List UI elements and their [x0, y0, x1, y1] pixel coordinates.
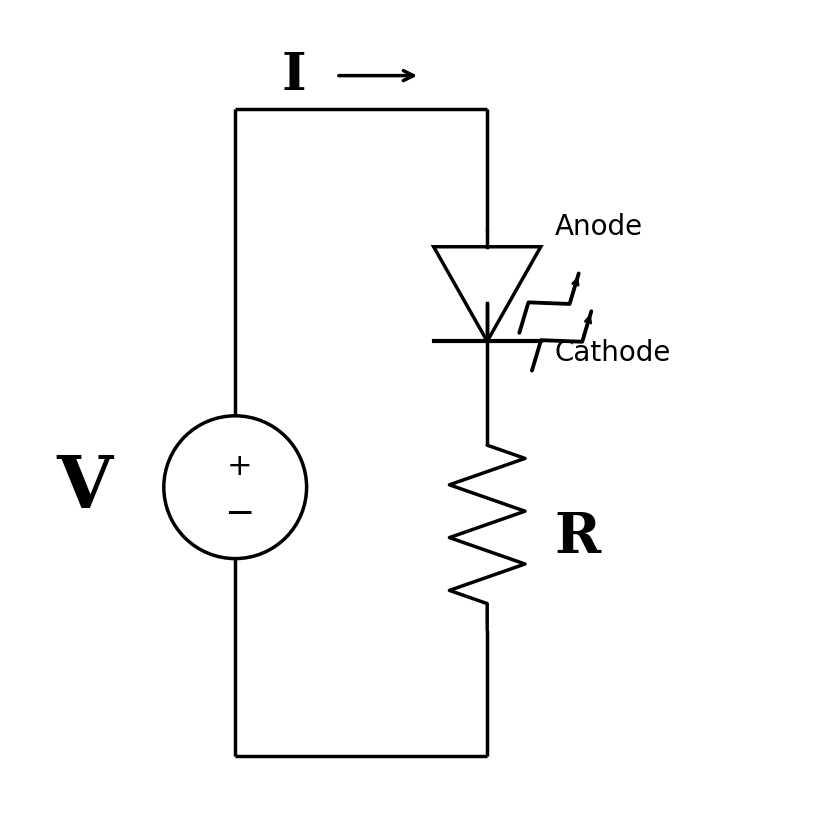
Text: V: V: [56, 452, 112, 522]
Text: −: −: [224, 497, 255, 531]
Text: I: I: [281, 50, 307, 101]
Text: Cathode: Cathode: [554, 339, 671, 367]
Text: +: +: [227, 452, 252, 480]
Text: R: R: [554, 510, 601, 565]
Text: Anode: Anode: [554, 213, 643, 241]
